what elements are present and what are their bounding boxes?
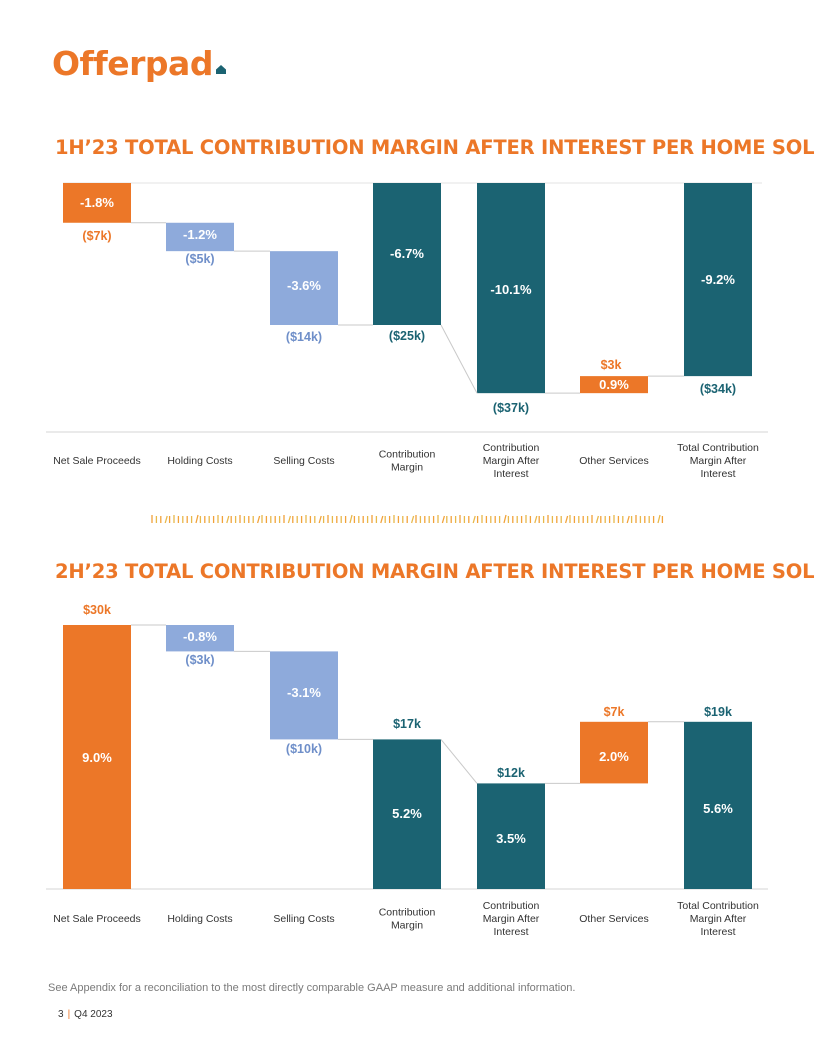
category-label-cm-after-interest-2h23-line3: Interest — [493, 926, 528, 938]
logo-wordmark: Offerpad — [52, 44, 213, 83]
category-label-other-services-2h23: Other Services — [579, 913, 648, 925]
pct-label-cm-after-interest-2h23: 3.5% — [496, 831, 526, 846]
amount-label-contribution-margin-2h23: $17k — [393, 717, 421, 731]
pct-label-contribution-margin-2h23: 5.2% — [392, 806, 422, 821]
category-label-other-services-1h23: Other Services — [579, 455, 648, 467]
pct-label-total-cm-after-interest-1h23: -9.2% — [701, 272, 735, 287]
connector-1h23-3 — [440, 324, 478, 394]
divider-tick — [472, 515, 476, 524]
category-label-holding-costs-2h23: Holding Costs — [167, 913, 232, 925]
category-label-contribution-margin-2h23-line1: Contribution — [379, 907, 436, 919]
category-label-contribution-margin-1h23-line1: Contribution — [379, 449, 436, 461]
page-number: 3 — [58, 1009, 64, 1020]
pct-label-cm-after-interest-1h23: -10.1% — [490, 282, 532, 297]
page-separator: | — [67, 1009, 71, 1020]
footnote: See Appendix for a reconciliation to the… — [48, 982, 576, 994]
divider-tick — [380, 515, 384, 524]
amount-label-net-sale-proceeds-1h23: ($7k) — [82, 229, 111, 243]
divider-tick — [534, 515, 538, 524]
category-label-cm-after-interest-1h23-line1: Contribution — [483, 442, 540, 454]
category-label-contribution-margin-1h23-line2: Margin — [391, 462, 423, 474]
amount-label-cm-after-interest-1h23: ($37k) — [493, 401, 529, 415]
bar-other-services-1h23 — [580, 376, 648, 394]
divider-tick — [195, 514, 199, 524]
divider-tick — [318, 515, 322, 524]
decorative-divider — [151, 514, 664, 524]
chart-title-1h23: 1H’23 TOTAL CONTRIBUTION MARGIN AFTER IN… — [55, 136, 816, 159]
divider-tick — [503, 514, 507, 524]
divider-tick — [164, 515, 168, 524]
bar-net-sale-proceeds-2h23 — [63, 625, 131, 889]
amount-label-total-cm-after-interest-2h23: $19k — [704, 705, 732, 719]
pct-label-holding-costs-1h23: -1.2% — [183, 227, 217, 242]
offerpad-logo: Offerpad — [52, 44, 227, 84]
amount-label-cm-after-interest-2h23: $12k — [497, 766, 525, 780]
category-label-total-cm-after-interest-1h23-line2: Margin After — [690, 455, 747, 467]
amount-label-selling-costs-1h23: ($14k) — [286, 330, 322, 344]
category-label-total-cm-after-interest-2h23-line1: Total Contribution — [677, 900, 759, 912]
bar-other-services-2h23 — [580, 721, 648, 784]
divider-tick — [410, 515, 415, 524]
amount-label-holding-costs-2h23: ($3k) — [185, 653, 214, 667]
pct-label-selling-costs-2h23: -3.1% — [287, 685, 321, 700]
pct-label-selling-costs-1h23: -3.6% — [287, 278, 321, 293]
bar-contribution-margin-2h23 — [373, 739, 441, 889]
category-label-net-sale-proceeds-2h23: Net Sale Proceeds — [53, 913, 141, 925]
pct-label-other-services-1h23: 0.9% — [599, 377, 629, 392]
bar-selling-costs-2h23 — [270, 651, 338, 740]
bar-holding-costs-2h23 — [166, 625, 234, 652]
connector-2h23-3 — [440, 739, 478, 784]
pct-label-contribution-margin-1h23: -6.7% — [390, 246, 424, 261]
category-label-holding-costs-1h23: Holding Costs — [167, 455, 232, 467]
category-label-selling-costs-2h23: Selling Costs — [273, 913, 334, 925]
bar-net-sale-proceeds-1h23 — [63, 183, 131, 223]
divider-tick — [287, 515, 292, 524]
category-label-cm-after-interest-2h23-line1: Contribution — [483, 900, 540, 912]
pct-label-net-sale-proceeds-2h23: 9.0% — [82, 750, 112, 765]
pct-label-holding-costs-2h23: -0.8% — [183, 629, 217, 644]
divider-tick — [441, 515, 446, 524]
pct-label-total-cm-after-interest-2h23: 5.6% — [703, 801, 733, 816]
amount-label-other-services-2h23: $7k — [604, 705, 625, 719]
divider-tick — [349, 514, 353, 524]
amount-label-total-cm-after-interest-1h23: ($34k) — [700, 382, 736, 396]
pct-label-net-sale-proceeds-1h23: -1.8% — [80, 195, 114, 210]
category-label-total-cm-after-interest-1h23-line3: Interest — [700, 468, 735, 480]
amount-label-net-sale-proceeds-2h23: $30k — [83, 603, 111, 617]
category-label-cm-after-interest-2h23-line2: Margin After — [483, 913, 540, 925]
bar-cm-after-interest-2h23 — [477, 783, 545, 889]
category-label-cm-after-interest-1h23-line3: Interest — [493, 468, 528, 480]
category-label-contribution-margin-2h23-line2: Margin — [391, 920, 423, 932]
divider-tick — [626, 515, 630, 524]
bar-total-cm-after-interest-1h23 — [684, 183, 752, 377]
category-label-net-sale-proceeds-1h23: Net Sale Proceeds — [53, 455, 141, 467]
divider-tick — [595, 515, 600, 524]
category-label-cm-after-interest-1h23-line2: Margin After — [483, 455, 540, 467]
page-period: Q4 2023 — [74, 1009, 113, 1020]
category-label-total-cm-after-interest-1h23-line1: Total Contribution — [677, 442, 759, 454]
bar-cm-after-interest-1h23 — [477, 183, 545, 394]
amount-label-selling-costs-2h23: ($10k) — [286, 742, 322, 756]
pct-label-other-services-2h23: 2.0% — [599, 749, 629, 764]
bar-holding-costs-1h23 — [166, 222, 234, 252]
category-label-total-cm-after-interest-2h23-line3: Interest — [700, 926, 735, 938]
amount-label-other-services-1h23: $3k — [601, 358, 622, 372]
category-label-selling-costs-1h23: Selling Costs — [273, 455, 334, 467]
bar-selling-costs-1h23 — [270, 251, 338, 325]
page-footer: 3 | Q4 2023 — [58, 1009, 113, 1020]
bar-contribution-margin-1h23 — [373, 183, 441, 325]
divider-tick — [226, 515, 230, 524]
divider-tick — [657, 514, 661, 524]
divider-tick — [256, 515, 261, 524]
house-icon — [215, 65, 226, 74]
divider-tick — [564, 515, 569, 524]
amount-label-contribution-margin-1h23: ($25k) — [389, 329, 425, 343]
chart-title-2h23: 2H’23 TOTAL CONTRIBUTION MARGIN AFTER IN… — [55, 560, 816, 583]
category-label-total-cm-after-interest-2h23-line2: Margin After — [690, 913, 747, 925]
amount-label-holding-costs-1h23: ($5k) — [185, 252, 214, 266]
bar-total-cm-after-interest-2h23 — [684, 721, 752, 889]
